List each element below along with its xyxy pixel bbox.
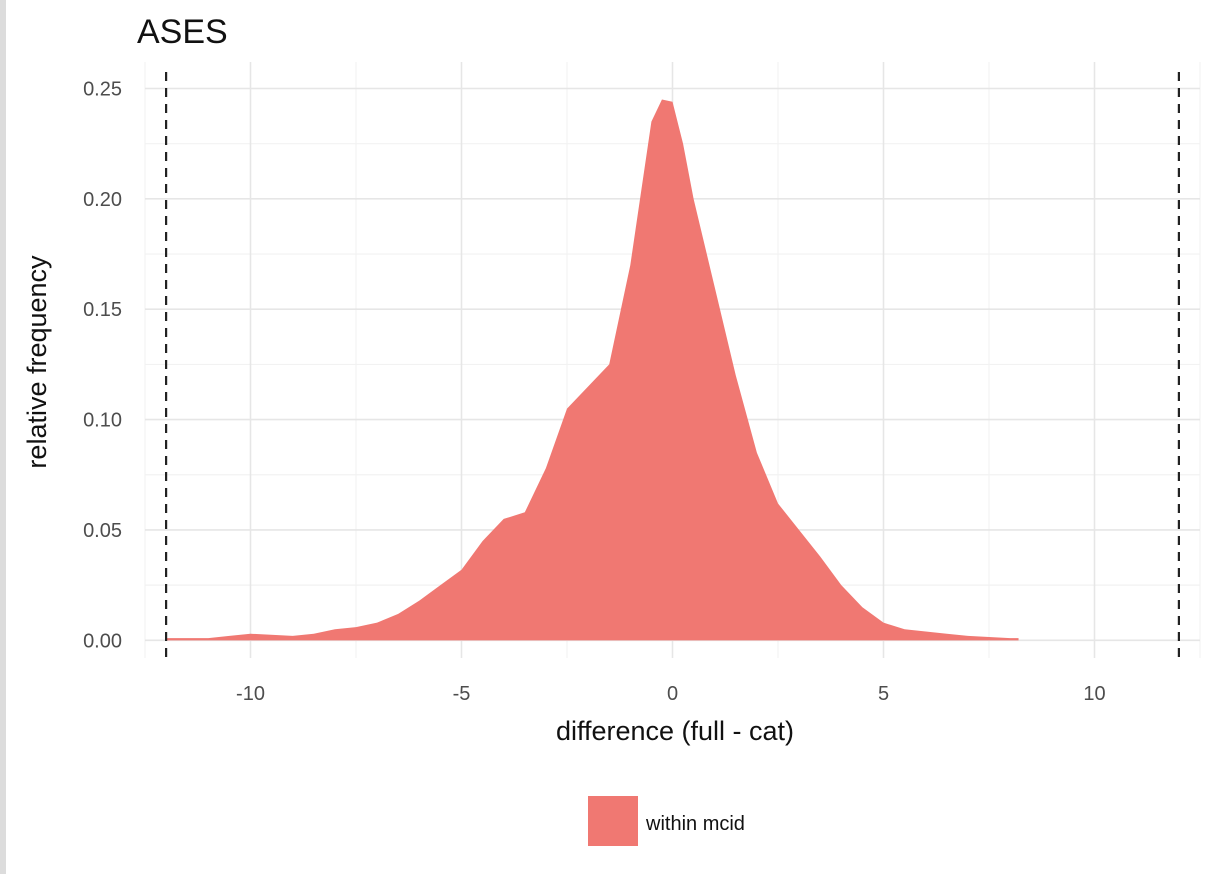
density-area <box>166 99 1019 641</box>
y-tick-label: 0.20 <box>83 189 122 211</box>
legend-label: within mcid <box>645 813 745 835</box>
y-axis-ticks: 0.00 0.05 0.10 0.15 0.20 0.25 <box>83 78 122 652</box>
y-tick-label: 0.10 <box>83 410 122 432</box>
y-axis-title: relative frequency <box>22 255 52 469</box>
reference-lines <box>165 72 1181 664</box>
y-tick-label: 0.25 <box>83 78 122 100</box>
x-tick-label: -5 <box>453 683 471 705</box>
x-axis-title: difference (full - cat) <box>556 716 794 746</box>
x-tick-label: 10 <box>1083 683 1105 705</box>
y-tick-label: 0.15 <box>83 299 122 321</box>
x-tick-label: -10 <box>236 683 265 705</box>
y-tick-label: 0.00 <box>83 630 122 652</box>
x-axis-ticks: -10 -5 0 5 10 <box>236 683 1106 705</box>
density-area-layer <box>166 99 1019 641</box>
left-border-strip <box>0 0 6 874</box>
chart-title: ASES <box>137 13 228 51</box>
legend-swatch <box>588 796 638 846</box>
y-tick-label: 0.05 <box>83 520 122 542</box>
x-tick-label: 0 <box>667 683 678 705</box>
x-tick-label: 5 <box>878 683 889 705</box>
legend: within mcid <box>588 796 745 846</box>
